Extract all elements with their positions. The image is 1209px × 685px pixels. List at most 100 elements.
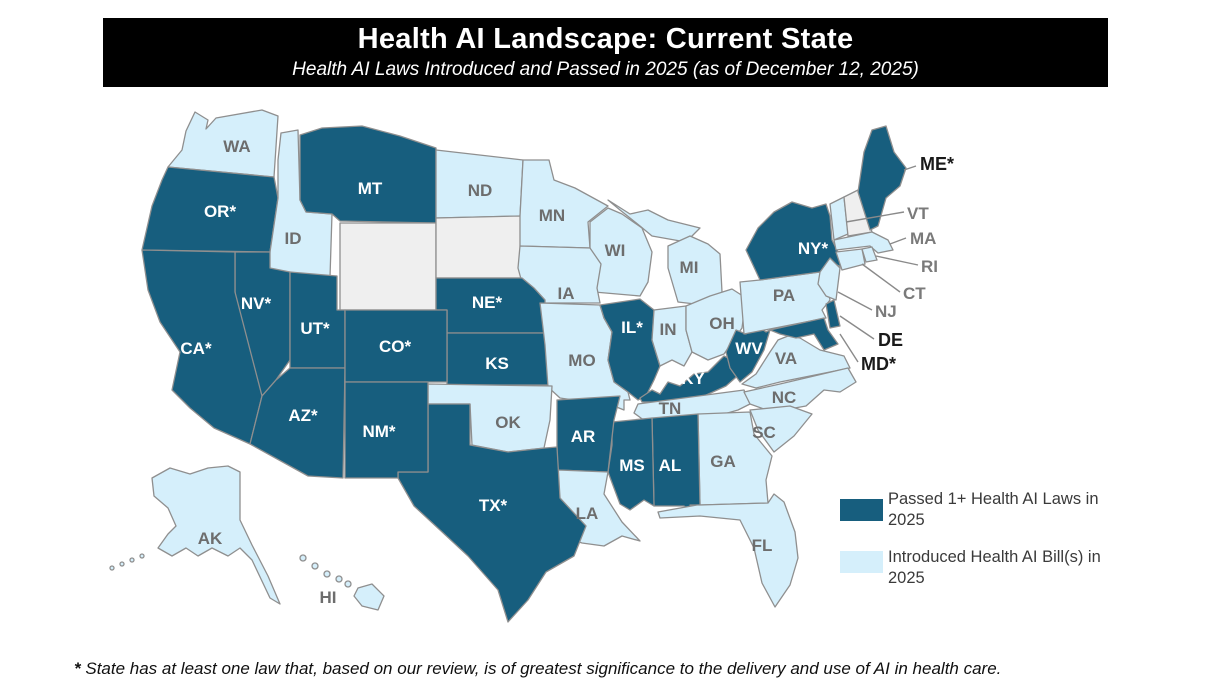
state-fl [657,493,799,608]
state-label-oh: OH [709,314,735,333]
legend-label-introduced: Introduced Health AI Bill(s) in 2025 [888,547,1101,587]
state-label-nc: NC [772,388,797,407]
state-label-nd: ND [468,181,493,200]
legend-item-introduced: Introduced Health AI Bill(s) in 2025 [840,547,1160,589]
state-label-ks: KS [485,354,509,373]
state-label-mt: MT [358,179,383,198]
callout-line-ct [861,263,901,293]
state-label-or: OR* [204,202,237,221]
state-md [769,317,839,351]
title-bar: Health AI Landscape: Current State Healt… [103,18,1108,87]
state-label-ia: IA [558,284,575,303]
state-label-tn: TN [659,399,682,418]
state-ma [833,231,894,254]
callout-label-ct: CT [903,284,926,303]
state-label-wv: WV [735,339,763,358]
state-shapes [109,109,907,623]
page-subtitle: Health AI Laws Introduced and Passed in … [292,58,919,80]
state-label-ca: CA* [180,339,212,358]
state-label-wa: WA [223,137,250,156]
state-ak [151,465,281,605]
state-nc [743,367,857,413]
state-label-co: CO* [379,337,412,356]
state-label-ut: UT* [300,319,330,338]
state-sc [749,405,813,453]
legend-swatch-introduced [840,550,883,573]
state-label-nv: NV* [241,294,272,313]
callout-labels: ME* VT MA RI CT NJ DE MD* [861,154,954,374]
callout-label-vt: VT [907,204,929,223]
state-label-pa: PA [773,286,795,305]
callout-line-me [903,165,917,171]
callout-line-ri [875,255,919,266]
state-sd [435,215,527,279]
legend-label-passed: Passed 1+ Health AI Laws in 2025 [888,490,1099,529]
state-label-ok: OK [495,413,521,432]
state-label-tx: TX* [479,496,508,515]
state-ia [517,245,602,304]
callout-line-vt [845,211,905,223]
callout-leader-lines [837,165,919,363]
state-label-wi: WI [605,241,626,260]
state-label-ar: AR [571,427,596,446]
legend-item-passed: Passed 1+ Health AI Laws in 2025 [840,489,1160,531]
callout-label-md: MD* [861,354,896,374]
state-ca [141,249,263,445]
footnote-marker: * [74,659,81,678]
state-label-mi: MI [680,258,699,277]
state-ak-aleutian-island [109,565,115,571]
state-hi-island [335,575,343,583]
callout-line-md [839,333,859,363]
state-label-in: IN [660,320,677,339]
state-ak-aleutian-island [119,561,125,567]
state-me [857,125,907,231]
state-label-hi: HI [320,588,337,607]
state-label-la: LA [576,504,599,523]
state-hi-island [311,562,319,570]
state-label-ga: GA [710,452,736,471]
state-label-ak: AK [198,529,223,548]
state-label-ky: KY [681,369,705,388]
callout-label-ma: MA [910,229,936,248]
callout-line-ma [889,237,907,245]
state-label-id: ID [285,229,302,248]
state-label-fl: FL [752,536,773,555]
state-de [825,299,841,329]
state-label-ne: NE* [472,293,503,312]
state-label-mo: MO [568,351,595,370]
state-mi-upper [607,199,701,243]
callout-label-me: ME* [920,154,954,174]
state-hi-island [323,570,331,578]
page-title: Health AI Landscape: Current State [357,23,854,56]
state-labels: WA OR* CA* ID NV* UT* AZ* MT CO* NM* ND … [180,137,828,607]
state-hi-island [299,554,307,562]
state-hi-island [344,580,352,588]
state-wy [339,222,437,311]
state-ct [835,248,866,271]
state-label-al: AL [659,456,682,475]
state-ak-aleutian-island [139,553,145,559]
state-label-az: AZ* [288,406,318,425]
footnote-text: State has at least one law that, based o… [85,659,1002,678]
state-mt [299,125,437,224]
callout-label-nj: NJ [875,302,897,321]
footnote: * State has at least one law that, based… [74,659,1194,679]
state-co [344,309,448,383]
state-label-ny: NY* [798,239,829,258]
state-label-mn: MN [539,206,565,225]
state-label-va: VA [775,349,797,368]
callout-line-nj [837,291,873,311]
state-tx [397,403,587,623]
state-ak-aleutian-island [129,557,135,563]
state-label-sc: SC [752,423,776,442]
state-hi-big-island [353,583,385,611]
state-label-ms: MS [619,456,645,475]
state-nj [817,257,841,301]
state-label-il: IL* [621,318,643,337]
legend: Passed 1+ Health AI Laws in 2025 Introdu… [840,489,1160,605]
state-label-nm: NM* [362,422,395,441]
state-mn [519,159,609,249]
state-nm [344,381,429,479]
callout-line-de [839,315,875,340]
